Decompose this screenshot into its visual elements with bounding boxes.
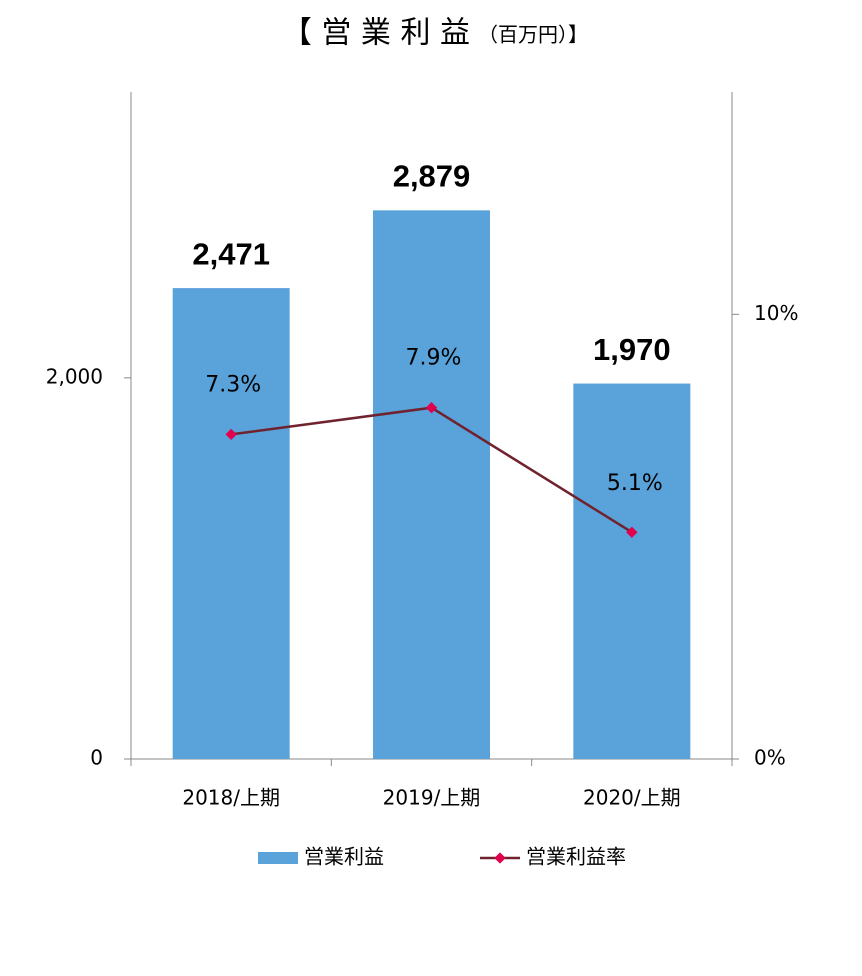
line-value-label: 7.3% — [205, 372, 261, 397]
bar-value-label: 1,970 — [593, 332, 671, 367]
bar — [373, 210, 490, 760]
line-marker — [626, 526, 638, 538]
y-tick-label: 0 — [90, 746, 103, 770]
bar — [573, 383, 691, 759]
x-tick-label: 2018/上期 — [182, 786, 280, 810]
line-value-label: 7.9% — [406, 346, 462, 371]
legend-swatch — [258, 852, 298, 864]
y2-tick-label: 10% — [754, 301, 798, 325]
line-value-label: 5.1% — [607, 471, 663, 496]
legend-label: 営業利益 — [304, 845, 384, 869]
y2-tick-label: 0% — [754, 746, 786, 770]
y-tick-label: 2,000 — [46, 364, 103, 388]
legend-label: 営業利益率 — [526, 845, 626, 869]
bar-value-label: 2,471 — [192, 236, 270, 271]
chart-title: 【 営 業 利 益 — [282, 16, 470, 51]
legend-marker — [494, 852, 506, 864]
line-marker — [225, 428, 237, 441]
x-tick-label: 2019/上期 — [383, 786, 481, 810]
bar — [172, 288, 290, 759]
bar-value-label: 2,879 — [393, 159, 471, 194]
chart-title-unit: （百万円）】 — [478, 23, 588, 47]
line-marker — [425, 402, 438, 414]
x-tick-label: 2020/上期 — [583, 786, 681, 810]
